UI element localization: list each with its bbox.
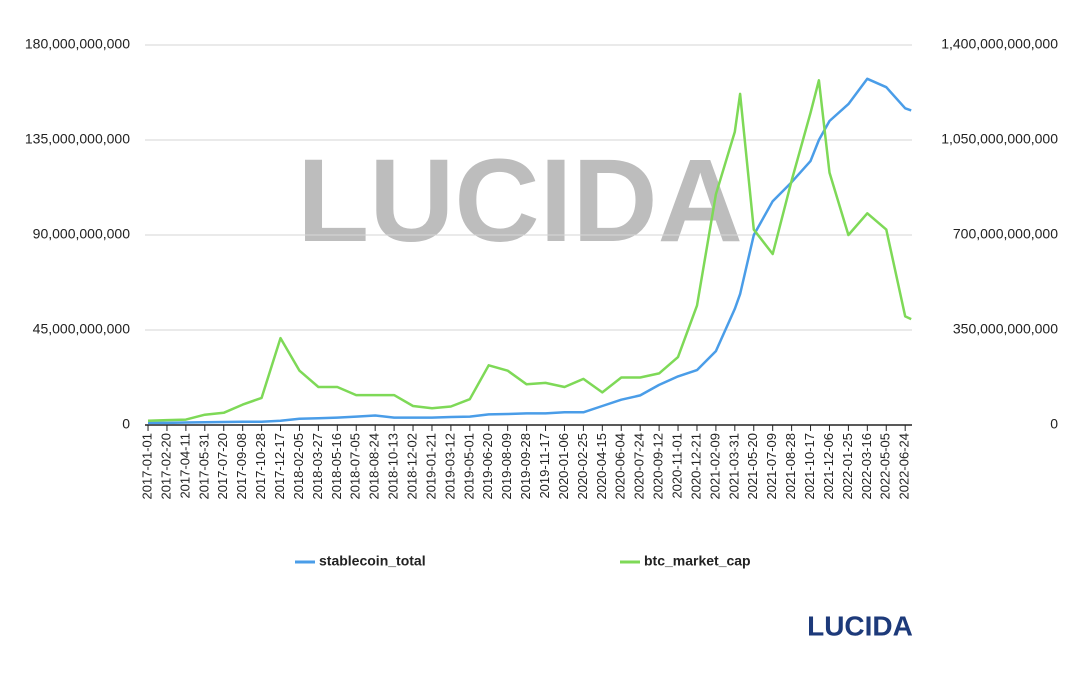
x-tick-label: 2019-01-21	[423, 433, 438, 500]
y-tick-label: 180,000,000,000	[25, 36, 130, 52]
x-tick-label: 2019-06-20	[480, 433, 495, 500]
y2-tick-label: 1,400,000,000,000	[941, 36, 1058, 52]
x-tick-label: 2021-03-31	[726, 433, 741, 500]
y2-tick-label: 0	[1050, 416, 1058, 432]
x-tick-label: 2017-09-08	[234, 433, 249, 500]
x-tick-label: 2022-01-25	[840, 433, 855, 500]
x-tick-label: 2021-12-06	[821, 433, 836, 500]
x-tick-label: 2021-10-17	[802, 433, 817, 500]
x-tick-label: 2017-10-28	[253, 433, 268, 500]
watermark: LUCIDA	[297, 135, 743, 267]
y2-tick-label: 1,050,000,000,000	[941, 131, 1058, 147]
legend-label: stablecoin_total	[319, 553, 426, 569]
y2-tick-label: 350,000,000,000	[953, 321, 1058, 337]
x-tick-label: 2018-03-27	[310, 433, 325, 500]
series-line	[148, 77, 912, 425]
x-tick-label: 2017-01-01	[139, 433, 154, 500]
x-tick-label: 2018-08-24	[367, 433, 382, 500]
x-tick-label: 2017-04-11	[177, 433, 192, 499]
x-tick-label: 2021-05-20	[745, 433, 760, 500]
y2-tick-label: 700,000,000,000	[953, 226, 1058, 242]
x-tick-label: 2022-03-16	[859, 433, 874, 500]
x-tick-label: 2020-06-04	[613, 433, 628, 500]
x-tick-label: 2019-11-17	[537, 433, 552, 499]
x-tick-label: 2020-02-25	[575, 433, 590, 500]
x-tick-label: 2021-08-28	[783, 433, 798, 500]
x-tick-label: 2022-05-05	[878, 433, 893, 500]
x-tick-label: 2020-09-12	[651, 433, 666, 500]
x-tick-label: 2019-05-01	[461, 433, 476, 500]
x-tick-label: 2021-02-09	[707, 433, 722, 500]
legend-label: btc_market_cap	[644, 553, 751, 569]
x-tick-label: 2019-08-09	[499, 433, 514, 500]
x-tick-label: 2020-01-06	[556, 433, 571, 500]
logo: LUCIDA	[807, 610, 913, 641]
x-tick-label: 2018-02-05	[291, 433, 306, 500]
x-tick-label: 2018-10-13	[386, 433, 401, 500]
x-tick-label: 2020-12-21	[688, 433, 703, 500]
x-tick-label: 2019-03-12	[442, 433, 457, 500]
x-tick-label: 2020-04-15	[594, 433, 609, 500]
plot: 0 45,000,000,000 90,000,000,000 135,000,000…	[25, 36, 1058, 569]
y-tick-label: 45,000,000,000	[33, 321, 131, 337]
x-tick-label: 2022-06-24	[897, 433, 912, 500]
x-tick-label: 2020-11-01	[669, 433, 684, 499]
series-line	[147, 79, 912, 422]
x-tick-label: 2017-07-20	[215, 433, 230, 500]
x-tick-label: 2017-05-31	[196, 433, 211, 500]
x-tick-label: 2018-05-16	[329, 433, 344, 500]
x-tick-label: 2017-12-17	[272, 433, 287, 500]
y-tick-label: 135,000,000,000	[25, 131, 130, 147]
y-tick-label: 0	[122, 416, 130, 432]
x-tick-label: 2019-09-28	[518, 433, 533, 500]
x-tick-label: 2017-02-20	[158, 433, 173, 500]
x-tick-label: 2021-07-09	[764, 433, 779, 500]
x-tick-label: 2018-07-05	[348, 433, 363, 500]
x-tick-label: 2020-07-24	[632, 433, 647, 500]
x-tick-label: 2018-12-02	[404, 433, 419, 500]
y-tick-label: 90,000,000,000	[33, 226, 131, 242]
